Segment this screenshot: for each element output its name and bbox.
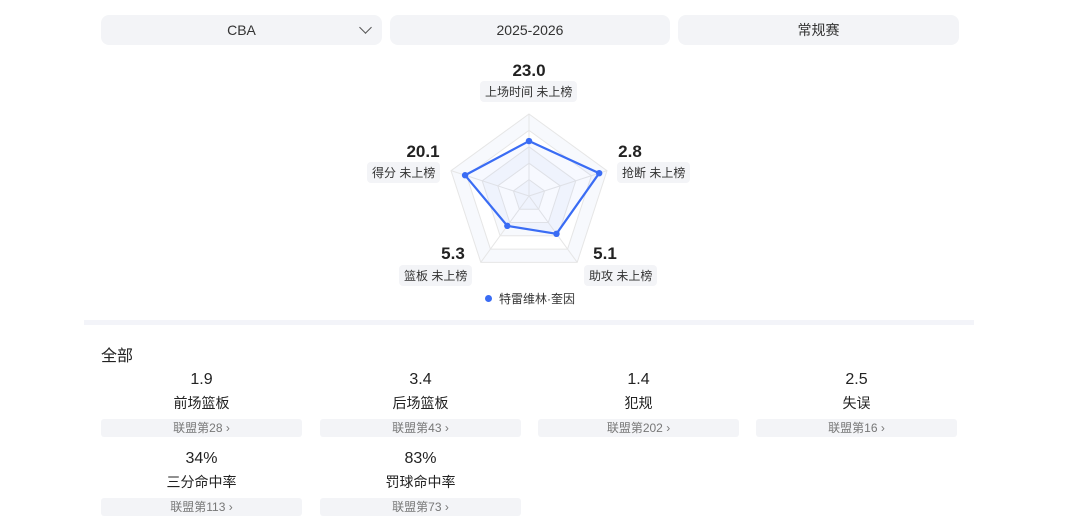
stat-card: 83% 罚球命中率联盟第73 › [320,450,521,516]
radar-label-2: 助攻 未上榜 [584,265,658,286]
axis-rank: 未上榜 [616,269,653,283]
chevron-right-icon: › [225,421,230,435]
axis-label: 上场时间 [485,85,534,99]
rank-text: 联盟第73 [392,500,442,514]
rank-text: 联盟第43 [392,421,442,435]
game-type-value: 常规赛 [797,22,840,38]
axis-rank: 未上榜 [399,166,436,180]
radar-value-2: 5.1 [593,244,617,263]
radar-axis-line [528,170,608,197]
stat-label: 犯规 [624,395,653,411]
radar-label-1: 抢断 未上榜 [617,162,691,183]
chevron-right-icon: › [666,421,671,435]
stat-value: 83% [404,450,437,467]
stat-label: 失误 [842,395,871,411]
chart-legend[interactable]: 特雷维林·奎因 [485,290,575,307]
radar-axis-line [480,195,530,263]
stat-label: 前场篮板 [173,395,230,411]
league-rank-link[interactable]: 联盟第113 › [101,498,302,516]
axis-label: 得分 [372,166,397,180]
radar-label-4: 得分 未上榜 [367,162,441,183]
axis-rank: 未上榜 [431,269,468,283]
rank-text: 联盟第113 [170,500,226,514]
radar-chart [450,113,608,263]
radar-label-3: 篮板 未上榜 [399,265,473,286]
stat-value: 34% [185,450,218,467]
stat-label: 三分命中率 [166,474,237,490]
radar-point[interactable] [461,172,469,179]
chevron-right-icon: › [444,421,449,435]
stat-label: 后场篮板 [392,395,449,411]
stat-card: 1.4 犯规联盟第202 › [538,371,739,437]
rank-text: 联盟第202 [606,421,663,435]
league-rank-link[interactable]: 联盟第202 › [538,419,739,437]
radar-value-4: 20.1 [406,142,440,161]
radar-value-0: 23.0 [512,61,546,80]
league-rank-link[interactable]: 联盟第43 › [320,419,521,437]
chevron-right-icon: › [228,500,233,514]
game-type-select[interactable]: 常规赛 [678,15,959,45]
radar-label-0: 上场时间 未上榜 [480,81,578,102]
legend-dot-icon [485,295,492,302]
radar-value-1: 2.8 [618,142,642,161]
section-title: 全部 [101,348,134,365]
stat-card: 1.9 前场篮板联盟第28 › [101,371,302,437]
stat-card: 2.5 失误联盟第16 › [756,371,957,437]
league-rank-link[interactable]: 联盟第73 › [320,498,521,516]
chevron-right-icon: › [444,500,449,514]
legend-label: 特雷维林·奎因 [499,292,575,306]
radar-point[interactable] [553,230,560,238]
axis-label: 助攻 [589,269,614,283]
stat-value: 1.9 [190,371,213,388]
radar-axis-line [528,195,578,263]
axis-label: 抢断 [622,166,647,180]
stat-value: 2.5 [845,371,868,388]
stat-card: 3.4 后场篮板联盟第43 › [320,371,521,437]
season-select[interactable]: 2025-2026 [390,15,670,45]
radar-value-3: 5.3 [441,244,465,263]
axis-rank: 未上榜 [536,85,573,99]
axis-rank: 未上榜 [649,166,686,180]
league-rank-link[interactable]: 联盟第16 › [756,419,957,437]
stat-card: 34% 三分命中率联盟第113 › [101,450,302,516]
rank-text: 联盟第16 [828,421,878,435]
radar-point[interactable] [595,169,603,177]
radar-point[interactable] [525,137,533,145]
stat-label: 罚球命中率 [385,474,456,490]
axis-label: 篮板 [404,269,429,283]
league-rank-link[interactable]: 联盟第28 › [101,419,302,437]
season-value: 2025-2026 [496,22,564,38]
radar-point[interactable] [504,222,511,230]
rank-text: 联盟第28 [173,421,223,435]
league-value: CBA [227,22,256,38]
stat-value: 3.4 [409,371,432,388]
stat-value: 1.4 [627,371,650,388]
chevron-right-icon: › [880,421,885,435]
radar-series-area [463,139,601,236]
league-select[interactable]: CBA [101,15,382,45]
section-divider [84,320,974,325]
